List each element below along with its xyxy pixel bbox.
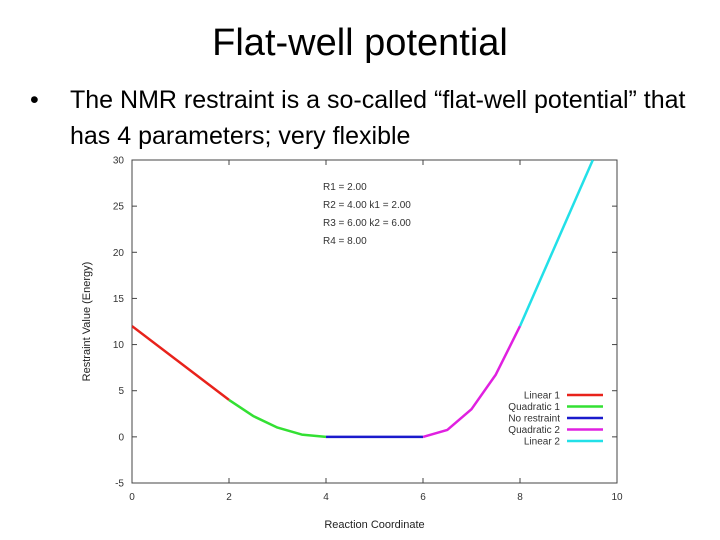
parameter-line: R1 = 2.00 — [323, 182, 367, 193]
y-tick-label: 30 — [113, 156, 125, 167]
parameter-annotations: R1 = 2.00 R2 = 4.00 k1 = 2.00 R3 = 6.00 k2… — [323, 182, 411, 247]
series-line-linear-1 — [132, 325, 230, 401]
legend-label: Quadratic 1 — [508, 402, 560, 413]
legend-label: No restraint — [508, 414, 560, 425]
series-line-quadratic-2 — [422, 325, 522, 439]
parameter-line: R4 = 8.00 — [323, 236, 367, 247]
legend-label: Linear 1 — [524, 391, 561, 402]
plot-frame — [131, 159, 618, 484]
y-tick-label: 5 — [118, 386, 124, 397]
restraint-chart: 0 2 4 6 8 10 -5 0 5 10 15 20 25 30 R1 = 2.00 R2 = 4.00… — [81, 156, 623, 532]
series-line-linear-2 — [518, 160, 594, 327]
plot-border — [131, 159, 618, 484]
x-tick-label: 2 — [226, 492, 232, 503]
axis-ticks: 0 2 4 6 8 10 -5 0 5 10 15 20 25 30 — [113, 156, 623, 504]
y-tick-label: 15 — [113, 294, 125, 305]
legend-label: Linear 2 — [524, 437, 561, 448]
bullet-text: The NMR restraint is a so-called “flat-w… — [70, 86, 686, 150]
y-tick-label: 10 — [113, 340, 125, 351]
y-tick-label: -5 — [115, 479, 124, 490]
legend-label: Quadratic 2 — [508, 425, 560, 436]
x-tick-label: 10 — [611, 492, 623, 503]
x-tick-label: 0 — [129, 492, 135, 503]
y-axis-title: Restraint Value (Energy) — [81, 262, 93, 382]
y-tick-label: 20 — [113, 248, 125, 259]
parameter-line: R3 = 6.00 k2 = 6.00 — [323, 218, 411, 229]
x-tick-label: 8 — [517, 492, 523, 503]
series-lines — [132, 160, 594, 439]
x-tick-label: 4 — [323, 492, 329, 503]
bullet-dot: • — [30, 86, 39, 114]
x-tick-label: 6 — [420, 492, 426, 503]
y-tick-label: 25 — [113, 202, 125, 213]
slide-title: Flat-well potential — [212, 22, 508, 64]
y-tick-label: 0 — [118, 432, 124, 443]
series-line-quadratic-1 — [228, 398, 327, 439]
x-axis-title: Reaction Coordinate — [324, 519, 424, 531]
parameter-line: R2 = 4.00 k1 = 2.00 — [323, 200, 411, 211]
